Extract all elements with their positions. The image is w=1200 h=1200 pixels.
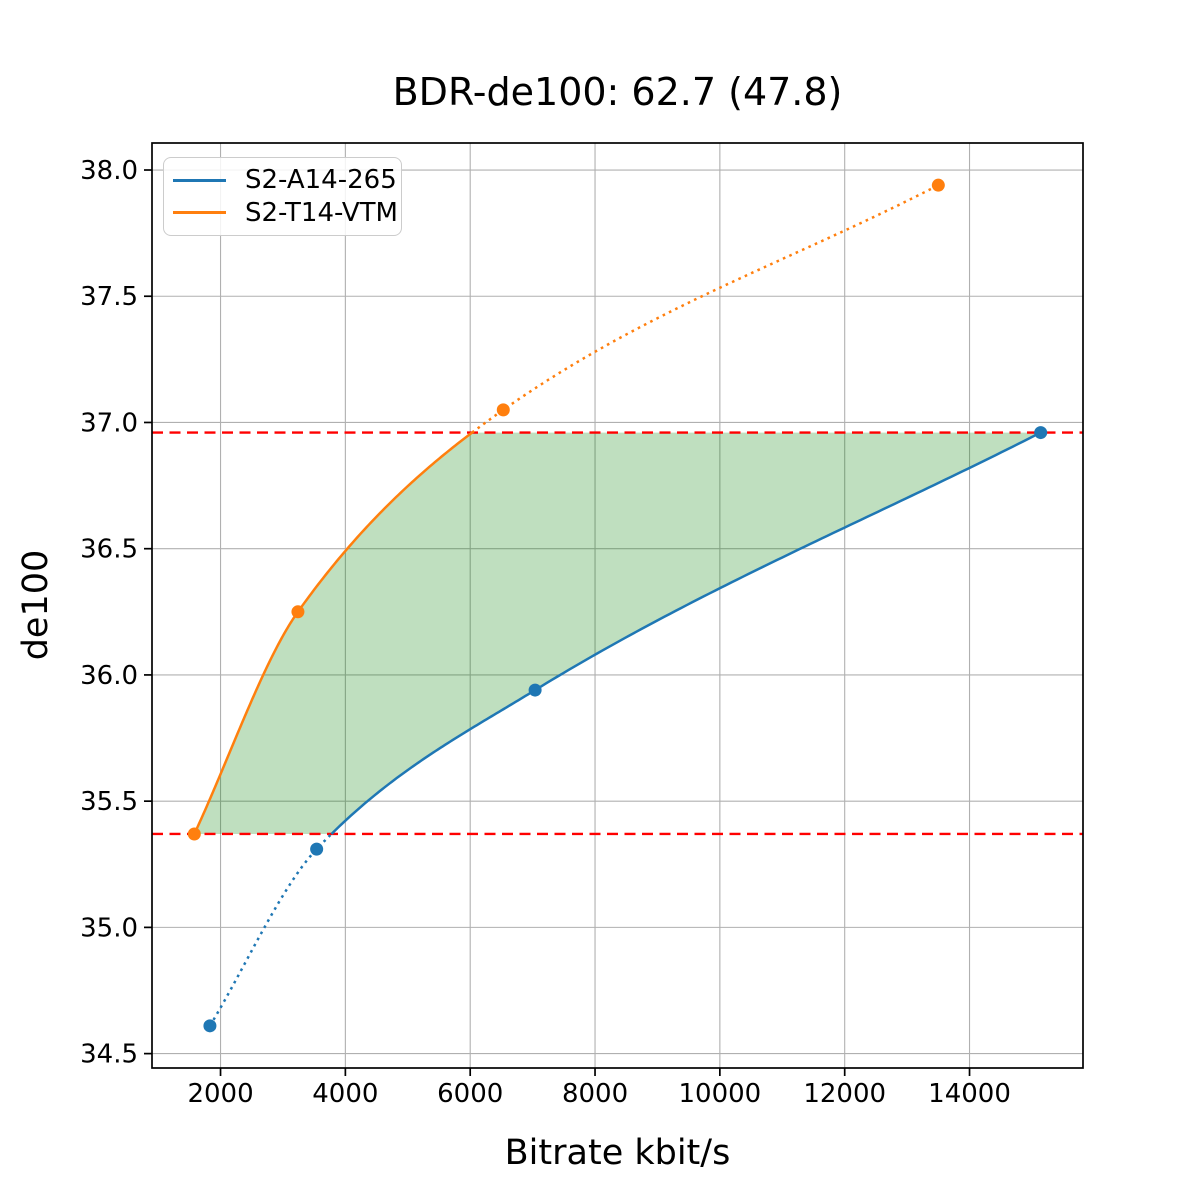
y-tick-label: 34.5 xyxy=(80,1040,138,1070)
series-line-dotted-S2-A14-265 xyxy=(208,832,333,1027)
axes-frame xyxy=(151,142,1084,1069)
series-line-dotted-S2-T14-VTM xyxy=(471,184,939,434)
data-point-S2-T14-VTM xyxy=(291,605,305,619)
x-tick-label: 2000 xyxy=(187,1079,253,1109)
legend-label: S2-A14-265 xyxy=(245,165,397,196)
y-tick-label: 35.0 xyxy=(80,913,138,943)
y-tick-label: 37.5 xyxy=(80,282,138,312)
legend-line-sample-blue xyxy=(173,178,226,182)
chart-title: BDR-de100: 62.7 (47.8) xyxy=(392,70,843,114)
data-point-S2-A14-265 xyxy=(528,683,542,697)
y-tick-label: 35.5 xyxy=(80,787,138,817)
series-line-solid-S2-T14-VTM xyxy=(193,431,473,835)
legend-item: S2-A14-265 xyxy=(173,164,397,197)
data-point-S2-A14-265 xyxy=(310,842,324,856)
series-line-solid-S2-A14-265 xyxy=(330,431,1042,835)
y-axis-label: de100 xyxy=(16,549,56,661)
x-tick-label: 6000 xyxy=(437,1079,503,1109)
y-tick-label: 38.0 xyxy=(80,156,138,186)
data-point-S2-T14-VTM xyxy=(496,403,510,417)
legend-line-sample-orange xyxy=(173,211,226,215)
x-tick-label: 12000 xyxy=(803,1079,886,1109)
x-tick-label: 10000 xyxy=(679,1079,762,1109)
legend-label: S2-T14-VTM xyxy=(245,197,398,228)
data-point-S2-T14-VTM xyxy=(187,827,201,841)
y-tick-label: 36.0 xyxy=(80,661,138,691)
x-tick-label: 4000 xyxy=(312,1079,378,1109)
data-point-S2-T14-VTM xyxy=(931,178,945,192)
x-tick-label: 8000 xyxy=(562,1079,628,1109)
legend: S2-A14-265 S2-T14-VTM xyxy=(163,157,402,236)
x-axis-label: Bitrate kbit/s xyxy=(504,1133,731,1173)
data-point-S2-A14-265 xyxy=(203,1019,217,1033)
x-tick-label: 14000 xyxy=(928,1079,1011,1109)
data-point-S2-A14-265 xyxy=(1034,426,1048,440)
shaded-region xyxy=(194,432,1041,834)
y-tick-label: 36.5 xyxy=(80,535,138,565)
legend-item: S2-T14-VTM xyxy=(173,197,398,230)
y-tick-label: 37.0 xyxy=(80,408,138,438)
